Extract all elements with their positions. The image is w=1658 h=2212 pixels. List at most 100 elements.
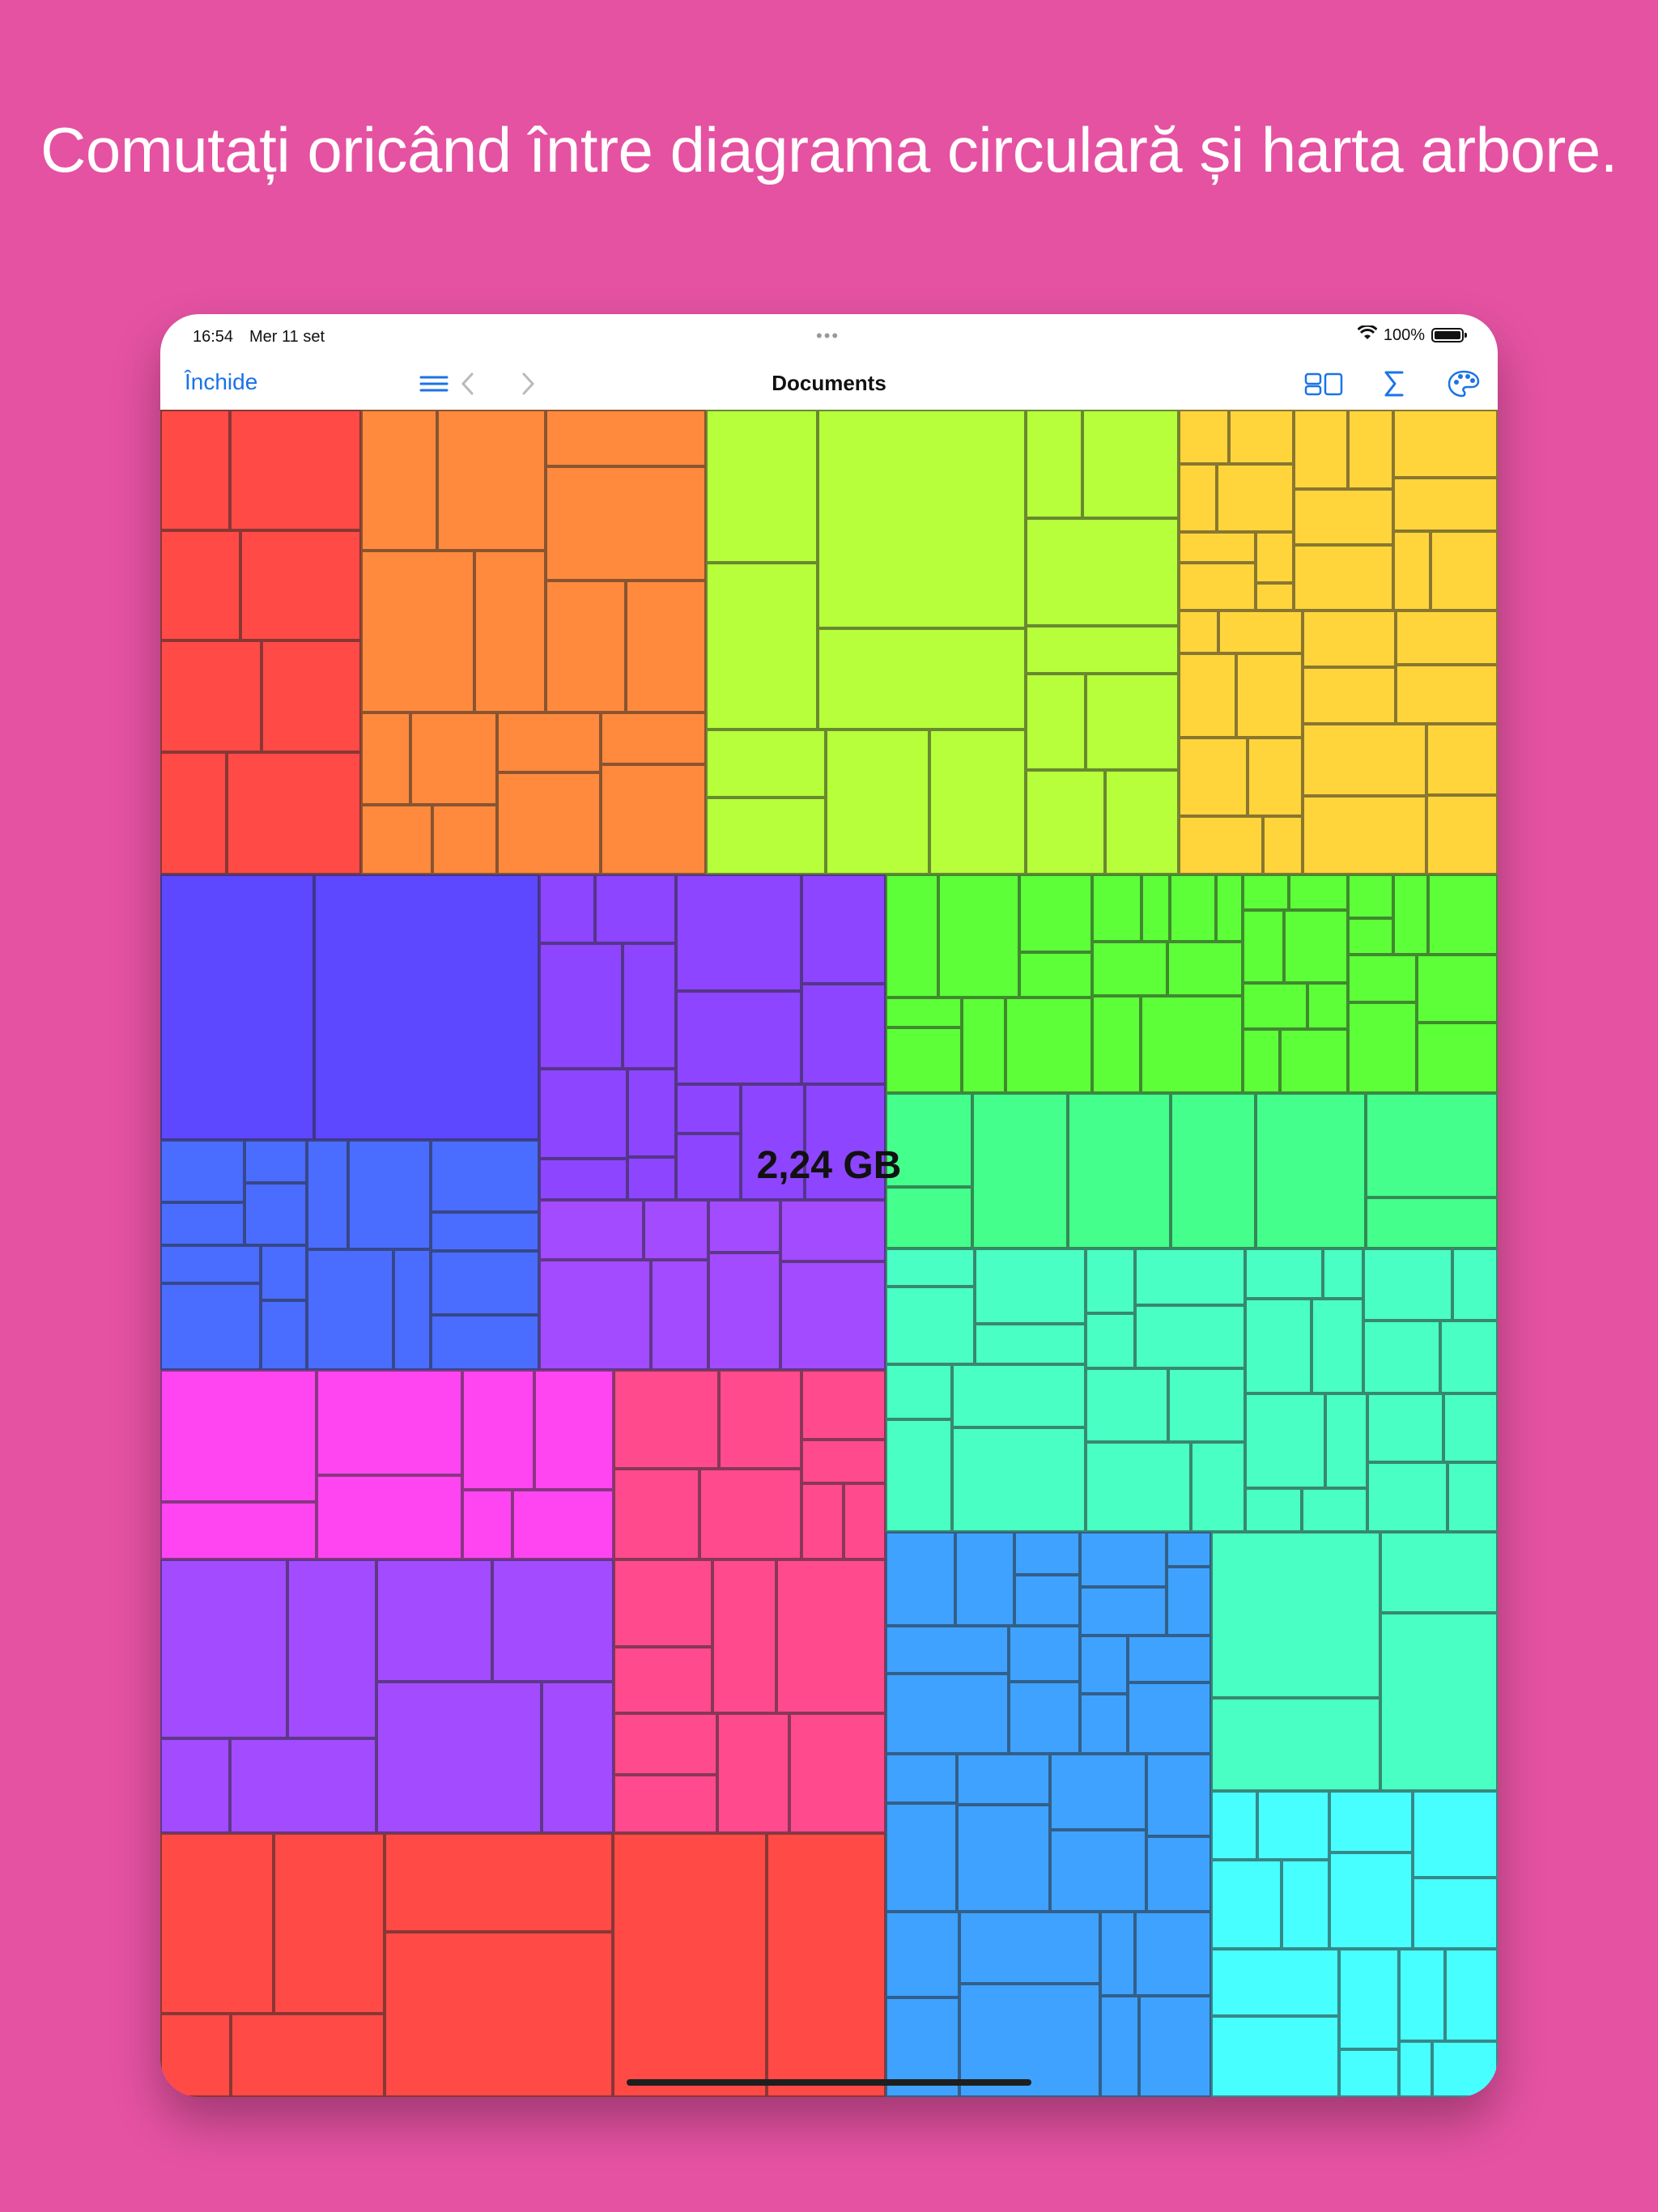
treemap-tile[interactable] bbox=[1312, 1299, 1363, 1393]
treemap-tile[interactable] bbox=[1348, 918, 1393, 955]
treemap-tile[interactable] bbox=[1396, 665, 1498, 724]
treemap-tile[interactable] bbox=[1432, 2041, 1498, 2097]
treemap-tile[interactable] bbox=[676, 991, 801, 1084]
treemap-tile[interactable] bbox=[1367, 1393, 1443, 1462]
treemap-tile[interactable] bbox=[614, 1370, 719, 1469]
treemap-tile[interactable] bbox=[244, 1140, 307, 1183]
treemap-tile[interactable] bbox=[534, 1370, 614, 1490]
treemap-tile[interactable] bbox=[1393, 874, 1428, 955]
treemap-tile[interactable] bbox=[780, 1200, 886, 1261]
treemap-tile[interactable] bbox=[780, 1261, 886, 1370]
treemap-tile[interactable] bbox=[1303, 667, 1396, 724]
treemap-tile[interactable] bbox=[1026, 626, 1179, 674]
treemap-tile[interactable] bbox=[1146, 1754, 1211, 1836]
treemap-tile[interactable] bbox=[1303, 796, 1426, 874]
treemap-tile[interactable] bbox=[975, 1324, 1086, 1364]
treemap-tile[interactable] bbox=[1086, 674, 1179, 770]
treemap-tile[interactable] bbox=[1303, 724, 1426, 796]
treemap-tile[interactable] bbox=[1170, 874, 1216, 942]
treemap-tile[interactable] bbox=[1171, 1093, 1256, 1249]
treemap-tile[interactable] bbox=[767, 1833, 886, 2097]
treemap-tile[interactable] bbox=[1167, 1567, 1211, 1636]
multitask-dots[interactable]: ••• bbox=[816, 325, 840, 346]
treemap-tile[interactable] bbox=[160, 1140, 244, 1202]
treemap-tile[interactable] bbox=[240, 530, 361, 640]
treemap-tile[interactable] bbox=[959, 1984, 1100, 2097]
treemap-tile[interactable] bbox=[410, 713, 497, 805]
treemap-tile[interactable] bbox=[741, 1084, 805, 1200]
treemap-tile[interactable] bbox=[1019, 874, 1092, 952]
treemap-tile[interactable] bbox=[801, 1370, 886, 1440]
treemap-tile[interactable] bbox=[1139, 1996, 1211, 2097]
treemap-tile[interactable] bbox=[1245, 1299, 1312, 1393]
treemap-tile[interactable] bbox=[1263, 816, 1303, 874]
treemap-tile[interactable] bbox=[1256, 1093, 1366, 1249]
treemap-tile[interactable] bbox=[230, 410, 361, 530]
treemap-tile[interactable] bbox=[1257, 1791, 1329, 1860]
treemap-tile[interactable] bbox=[1413, 1791, 1498, 1878]
treemap-tile[interactable] bbox=[1443, 1393, 1498, 1462]
treemap-tile[interactable] bbox=[1366, 1197, 1498, 1249]
treemap-tile[interactable] bbox=[227, 752, 361, 874]
treemap-tile[interactable] bbox=[1135, 1912, 1211, 1996]
treemap-tile[interactable] bbox=[886, 1027, 962, 1093]
treemap-tile[interactable] bbox=[432, 805, 497, 874]
treemap-tile[interactable] bbox=[1179, 410, 1229, 464]
treemap-tile[interactable] bbox=[1135, 1305, 1245, 1368]
treemap-tile[interactable] bbox=[957, 1805, 1050, 1912]
treemap-tile[interactable] bbox=[676, 874, 801, 991]
treemap-tile[interactable] bbox=[886, 1249, 975, 1287]
treemap-tile[interactable] bbox=[1348, 874, 1393, 918]
treemap-tile[interactable] bbox=[160, 874, 314, 1140]
treemap-tile[interactable] bbox=[431, 1212, 539, 1251]
treemap-tile[interactable] bbox=[1050, 1830, 1146, 1912]
treemap-tile[interactable] bbox=[1282, 1860, 1329, 1949]
treemap-tile[interactable] bbox=[1248, 738, 1303, 816]
treemap-tile[interactable] bbox=[261, 640, 361, 752]
treemap-tile[interactable] bbox=[361, 551, 474, 713]
layout-icon[interactable] bbox=[1303, 368, 1344, 400]
treemap-tile[interactable] bbox=[699, 1469, 801, 1559]
treemap-tile[interactable] bbox=[1325, 1393, 1367, 1488]
treemap-tile[interactable] bbox=[1245, 1488, 1302, 1532]
treemap-tile[interactable] bbox=[1211, 1698, 1380, 1791]
treemap-tile[interactable] bbox=[601, 713, 706, 764]
treemap-tile[interactable] bbox=[1167, 1532, 1211, 1567]
treemap-tile[interactable] bbox=[959, 1912, 1100, 1984]
treemap-tile[interactable] bbox=[160, 1245, 261, 1283]
treemap-tile[interactable] bbox=[1339, 1949, 1399, 2049]
treemap-tile[interactable] bbox=[1302, 1488, 1367, 1532]
treemap-tile[interactable] bbox=[1019, 952, 1092, 998]
treemap-tile[interactable] bbox=[952, 1364, 1086, 1427]
treemap-tile[interactable] bbox=[1243, 983, 1307, 1029]
treemap-tile[interactable] bbox=[886, 874, 938, 998]
treemap-tile[interactable] bbox=[261, 1300, 307, 1370]
treemap-tile[interactable] bbox=[1068, 1093, 1171, 1249]
treemap-tile[interactable] bbox=[160, 410, 230, 530]
treemap-tile[interactable] bbox=[1100, 1996, 1139, 2097]
treemap-tile[interactable] bbox=[1092, 996, 1141, 1093]
treemap-tile[interactable] bbox=[1413, 1878, 1498, 1949]
treemap-tile[interactable] bbox=[160, 1833, 274, 2014]
treemap-tile[interactable] bbox=[1050, 1754, 1146, 1830]
treemap-tile[interactable] bbox=[801, 984, 886, 1084]
treemap-tile[interactable] bbox=[1216, 874, 1243, 942]
treemap-tile[interactable] bbox=[952, 1427, 1086, 1532]
treemap-tile[interactable] bbox=[546, 410, 706, 466]
treemap-tile[interactable] bbox=[1009, 1626, 1080, 1682]
treemap-tile[interactable] bbox=[1141, 874, 1170, 942]
treemap-tile[interactable] bbox=[789, 1713, 886, 1833]
treemap-tile[interactable] bbox=[1217, 464, 1294, 532]
treemap-tile[interactable] bbox=[1289, 874, 1348, 910]
treemap-tile[interactable] bbox=[614, 1647, 712, 1713]
close-button[interactable]: Închide bbox=[185, 369, 258, 394]
treemap-tile[interactable] bbox=[497, 772, 601, 874]
treemap-tile[interactable] bbox=[1399, 1949, 1445, 2041]
treemap-tile[interactable] bbox=[1243, 910, 1284, 983]
treemap-tile[interactable] bbox=[1128, 1682, 1211, 1754]
treemap-tile[interactable] bbox=[1026, 674, 1086, 770]
treemap-tile[interactable] bbox=[886, 998, 962, 1027]
treemap-tile[interactable] bbox=[1168, 1368, 1245, 1442]
treemap-tile[interactable] bbox=[1323, 1249, 1363, 1299]
treemap-tile[interactable] bbox=[1452, 1249, 1498, 1321]
